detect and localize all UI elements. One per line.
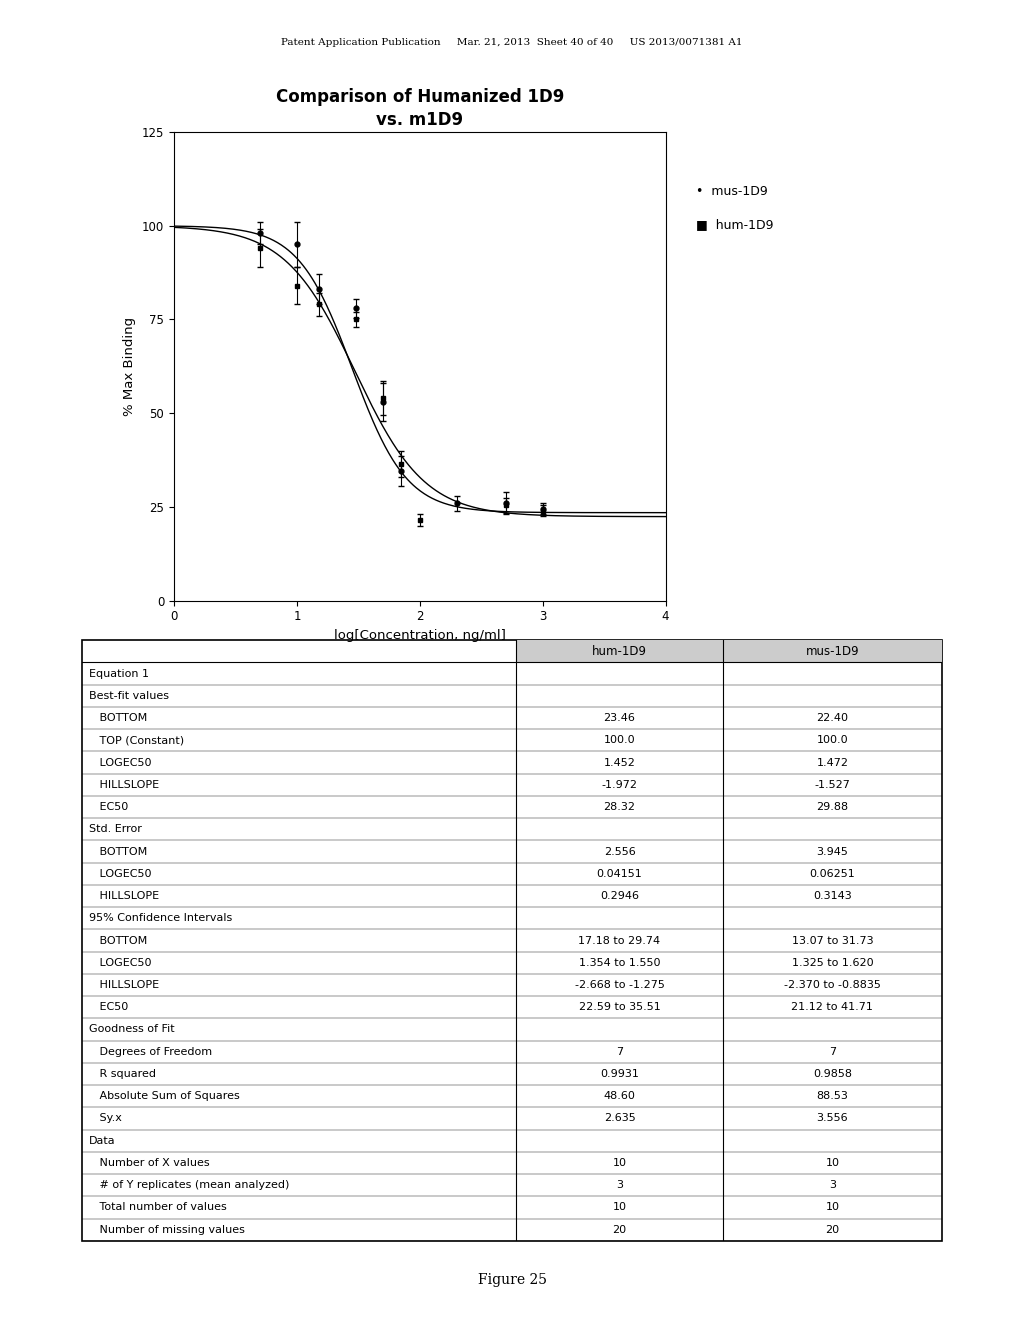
Text: 1.354 to 1.550: 1.354 to 1.550 [579,958,660,968]
Text: EC50: EC50 [89,803,128,812]
Text: 88.53: 88.53 [816,1092,848,1101]
Text: BOTTOM: BOTTOM [89,846,147,857]
Text: LOGEC50: LOGEC50 [89,758,152,767]
Text: # of Y replicates (mean analyzed): # of Y replicates (mean analyzed) [89,1180,289,1191]
Text: 3: 3 [828,1180,836,1191]
Text: 100.0: 100.0 [816,735,848,746]
Text: HILLSLOPE: HILLSLOPE [89,780,159,789]
Text: -2.370 to -0.8835: -2.370 to -0.8835 [784,979,881,990]
Text: Figure 25: Figure 25 [477,1274,547,1287]
Text: Number of missing values: Number of missing values [89,1225,245,1234]
Text: BOTTOM: BOTTOM [89,713,147,723]
Text: 2.635: 2.635 [603,1114,636,1123]
Text: Std. Error: Std. Error [89,824,141,834]
Text: •  mus-1D9: • mus-1D9 [696,185,768,198]
Text: HILLSLOPE: HILLSLOPE [89,979,159,990]
Text: 2.556: 2.556 [603,846,636,857]
Text: -2.668 to -1.275: -2.668 to -1.275 [574,979,665,990]
Text: 3.945: 3.945 [816,846,848,857]
Text: LOGEC50: LOGEC50 [89,958,152,968]
Text: 100.0: 100.0 [604,735,635,746]
Text: 28.32: 28.32 [603,803,636,812]
Text: TOP (Constant): TOP (Constant) [89,735,184,746]
Text: Total number of values: Total number of values [89,1203,226,1213]
Text: mus-1D9: mus-1D9 [806,645,859,657]
Text: -1.972: -1.972 [601,780,638,789]
Text: 10: 10 [825,1158,840,1168]
Text: 10: 10 [612,1203,627,1213]
Text: Number of X values: Number of X values [89,1158,210,1168]
Text: 3: 3 [616,1180,623,1191]
Y-axis label: % Max Binding: % Max Binding [124,317,136,416]
Text: vs. m1D9: vs. m1D9 [376,111,464,129]
Text: 22.40: 22.40 [816,713,849,723]
Text: 1.452: 1.452 [603,758,636,767]
Text: 21.12 to 41.71: 21.12 to 41.71 [792,1002,873,1012]
Text: 17.18 to 29.74: 17.18 to 29.74 [579,936,660,945]
Text: 7: 7 [828,1047,836,1057]
Text: Goodness of Fit: Goodness of Fit [89,1024,174,1035]
Text: Comparison of Humanized 1D9: Comparison of Humanized 1D9 [275,87,564,106]
Text: 48.60: 48.60 [603,1092,636,1101]
Text: 0.06251: 0.06251 [810,869,855,879]
Text: BOTTOM: BOTTOM [89,936,147,945]
Text: Absolute Sum of Squares: Absolute Sum of Squares [89,1092,240,1101]
Text: HILLSLOPE: HILLSLOPE [89,891,159,902]
Text: 13.07 to 31.73: 13.07 to 31.73 [792,936,873,945]
Text: 22.59 to 35.51: 22.59 to 35.51 [579,1002,660,1012]
Text: 20: 20 [612,1225,627,1234]
Text: Equation 1: Equation 1 [89,668,148,678]
Text: 10: 10 [612,1158,627,1168]
Text: 95% Confidence Intervals: 95% Confidence Intervals [89,913,232,923]
Text: hum-1D9: hum-1D9 [592,645,647,657]
Text: EC50: EC50 [89,1002,128,1012]
Text: 0.3143: 0.3143 [813,891,852,902]
Text: R squared: R squared [89,1069,156,1078]
Text: 7: 7 [616,1047,623,1057]
Text: Best-fit values: Best-fit values [89,690,169,701]
Text: 10: 10 [825,1203,840,1213]
Text: Patent Application Publication     Mar. 21, 2013  Sheet 40 of 40     US 2013/007: Patent Application Publication Mar. 21, … [282,38,742,46]
Text: Degrees of Freedom: Degrees of Freedom [89,1047,212,1057]
Text: Data: Data [89,1135,116,1146]
Bar [516,640,942,663]
Text: Sy.x: Sy.x [89,1114,122,1123]
Text: 0.2946: 0.2946 [600,891,639,902]
X-axis label: log[Concentration, ng/ml]: log[Concentration, ng/ml] [334,628,506,642]
Text: 3.556: 3.556 [816,1114,848,1123]
Text: ■  hum-1D9: ■ hum-1D9 [696,218,774,231]
Text: 1.472: 1.472 [816,758,849,767]
Text: 0.9931: 0.9931 [600,1069,639,1078]
Text: LOGEC50: LOGEC50 [89,869,152,879]
Text: -1.527: -1.527 [814,780,850,789]
Text: 1.325 to 1.620: 1.325 to 1.620 [792,958,873,968]
Text: 23.46: 23.46 [603,713,636,723]
Text: 20: 20 [825,1225,840,1234]
Text: 0.04151: 0.04151 [597,869,642,879]
Text: 0.9858: 0.9858 [813,1069,852,1078]
Text: 29.88: 29.88 [816,803,849,812]
